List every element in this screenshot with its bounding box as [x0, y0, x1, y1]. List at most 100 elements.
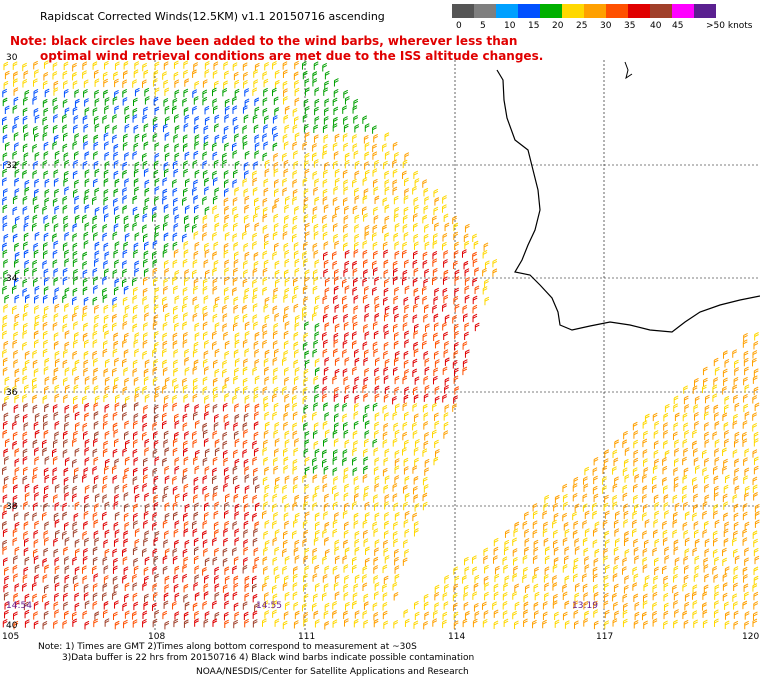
wind-barb	[314, 583, 320, 592]
wind-barb	[314, 331, 320, 340]
wind-barb	[114, 61, 120, 70]
wind-barb	[372, 125, 377, 134]
wind-barb	[74, 305, 79, 314]
wind-barb	[422, 448, 428, 457]
wind-barb	[322, 555, 327, 565]
wind-barb	[162, 412, 167, 422]
wind-barb	[14, 251, 20, 261]
wind-barb	[424, 323, 430, 332]
wind-barb	[523, 566, 528, 576]
wind-barb	[82, 332, 88, 342]
wind-barb	[753, 465, 759, 475]
wind-barb	[234, 403, 239, 412]
wind-barb	[213, 521, 219, 530]
wind-barb	[163, 161, 169, 171]
wind-barb	[693, 377, 699, 387]
wind-barb	[104, 268, 109, 277]
wind-barb	[232, 105, 238, 114]
wind-barb	[122, 278, 127, 287]
wind-barb	[13, 78, 18, 87]
wind-barb	[193, 124, 199, 134]
latitude-label: 32	[6, 161, 17, 171]
wind-barb	[83, 359, 89, 369]
wind-barb	[144, 438, 150, 448]
wind-barb	[113, 223, 119, 232]
wind-barb	[124, 305, 130, 314]
wind-barb	[173, 134, 179, 143]
wind-barb	[244, 618, 249, 628]
wind-barb	[232, 591, 238, 601]
wind-barb	[313, 61, 319, 70]
wind-barb	[722, 386, 727, 395]
wind-barb	[753, 438, 759, 447]
wind-barb	[242, 601, 248, 610]
wind-barb	[174, 457, 180, 466]
wind-barb	[153, 404, 159, 414]
wind-barb	[522, 520, 528, 530]
wind-barb	[122, 483, 128, 493]
wind-barb	[732, 593, 738, 602]
wind-barb	[112, 548, 118, 557]
wind-barb	[714, 421, 720, 430]
wind-barb	[674, 439, 679, 448]
wind-barb	[43, 60, 49, 69]
wind-barb	[233, 222, 238, 232]
wind-barb	[214, 322, 220, 331]
wind-barb	[52, 448, 57, 457]
wind-barb	[24, 556, 30, 566]
wind-barb	[184, 431, 189, 440]
wind-barb	[352, 105, 358, 114]
wind-barb	[444, 314, 450, 323]
wind-barb	[552, 564, 558, 573]
wind-barb	[22, 312, 28, 321]
wind-barb	[742, 431, 747, 441]
wind-barb	[52, 467, 58, 476]
wind-barb	[353, 277, 358, 287]
wind-barb	[693, 493, 698, 503]
wind-barb	[24, 492, 30, 501]
wind-barb	[383, 547, 389, 557]
wind-barb	[503, 618, 509, 628]
wind-barb	[664, 450, 670, 459]
wind-barb	[132, 611, 137, 620]
wind-barb	[264, 115, 269, 124]
wind-barb	[574, 538, 580, 547]
wind-barb	[183, 187, 188, 197]
wind-barb	[674, 502, 680, 512]
wind-barb	[264, 610, 270, 619]
wind-barb	[484, 278, 489, 288]
wind-barb	[383, 259, 389, 268]
wind-barb	[14, 394, 20, 404]
wind-barb	[292, 124, 298, 133]
wind-barb	[442, 287, 448, 297]
wind-barb	[713, 609, 719, 618]
wind-barb	[73, 115, 79, 124]
wind-barb	[192, 105, 197, 115]
wind-barb	[254, 97, 260, 106]
wind-barb	[413, 213, 418, 222]
wind-barb	[442, 204, 447, 213]
wind-barb	[143, 106, 148, 116]
wind-barb	[732, 494, 738, 503]
wind-barb	[243, 269, 248, 278]
wind-barb	[414, 204, 419, 214]
wind-barb	[623, 585, 629, 594]
wind-barb	[724, 429, 729, 439]
wind-barb	[122, 187, 127, 196]
wind-barb	[433, 313, 439, 323]
wind-barb	[222, 359, 227, 369]
wind-barb	[574, 620, 579, 629]
wind-barb	[152, 512, 158, 521]
wind-barb	[573, 557, 579, 567]
wind-barb	[124, 223, 130, 232]
wind-barb	[113, 611, 118, 621]
wind-barb	[733, 512, 739, 522]
wind-barb	[434, 591, 440, 601]
wind-barb	[94, 314, 100, 324]
wind-barb	[202, 539, 208, 548]
wind-barb	[693, 521, 699, 530]
wind-barb	[443, 259, 448, 268]
wind-barb	[74, 332, 79, 341]
wind-barb	[662, 465, 668, 475]
wind-barb	[104, 97, 110, 106]
